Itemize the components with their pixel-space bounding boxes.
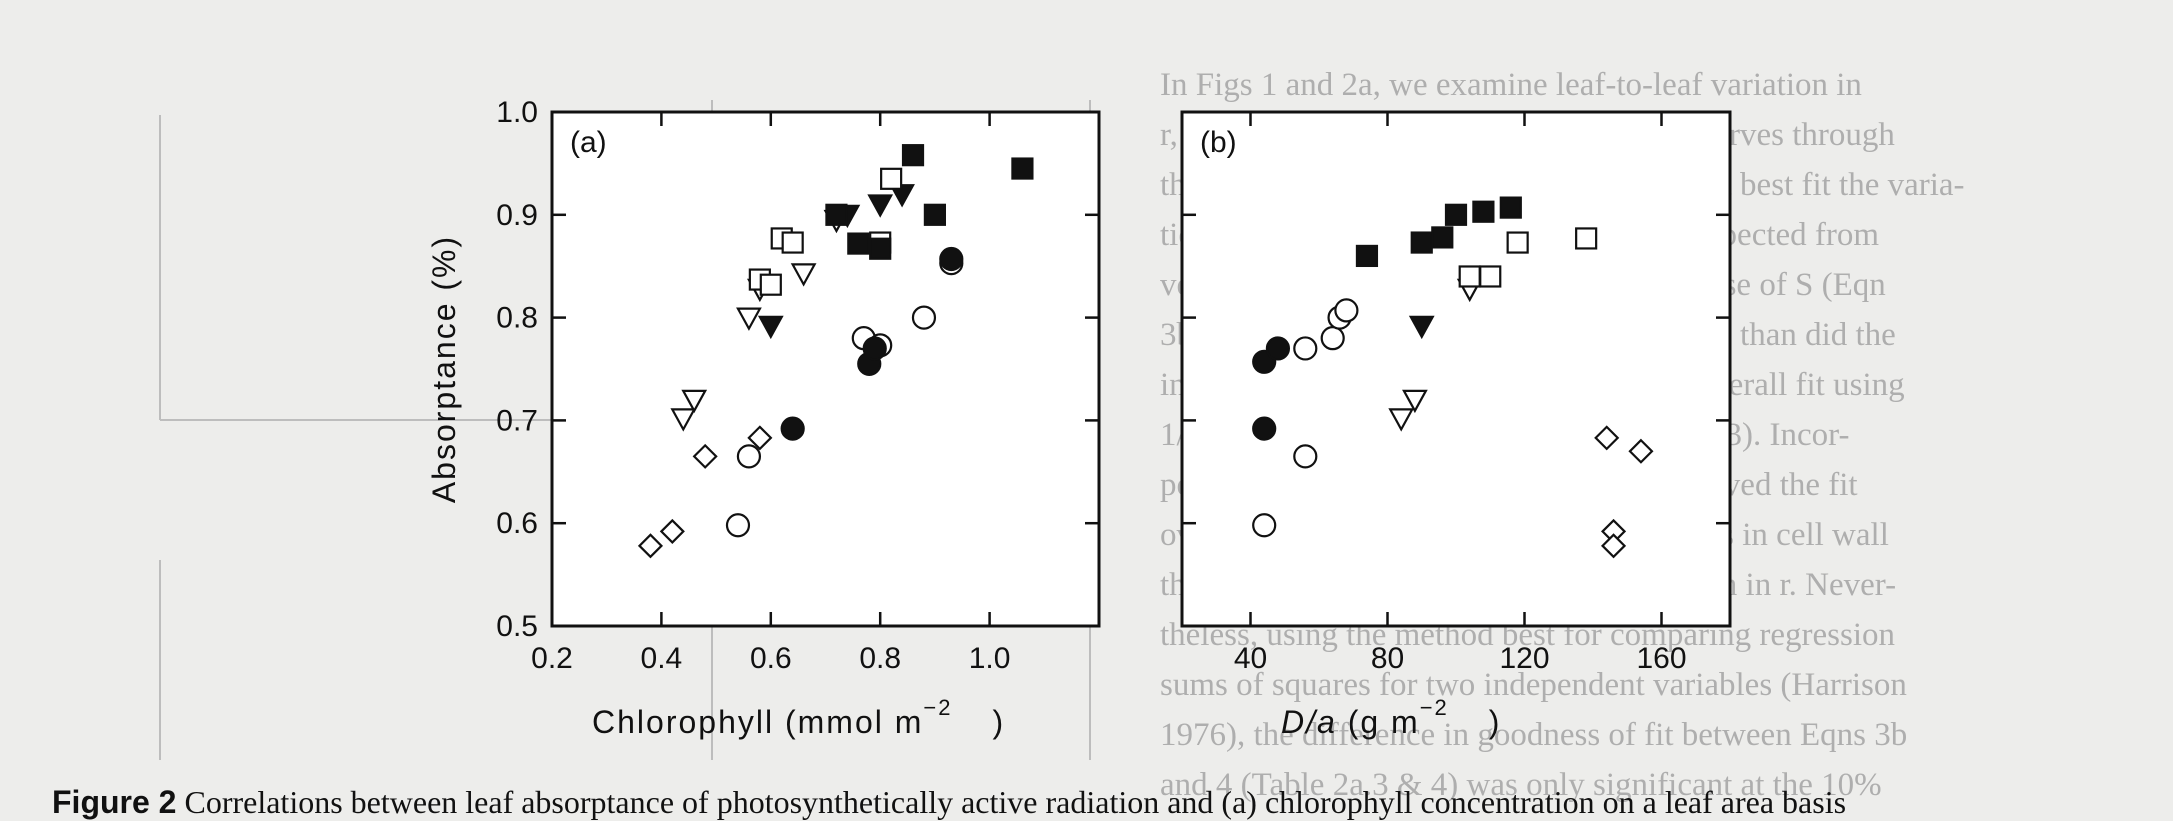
data-point-circle-open — [725, 513, 751, 538]
y-tick-label: 0.9 — [496, 199, 538, 232]
x-tick-label: 0.6 — [750, 642, 792, 675]
x-tick-label: 120 — [1499, 642, 1549, 675]
data-point-triangle-open — [670, 408, 697, 432]
y-tick-label: 0.7 — [496, 404, 538, 437]
data-point-triangle-filled — [1408, 315, 1435, 340]
data-point-diamond-open — [692, 443, 718, 469]
data-point-circle-open — [736, 444, 762, 469]
y-axis-title: Absorptance (%) — [426, 235, 462, 503]
data-point-square-open — [880, 167, 903, 190]
data-point-circle-filled — [1252, 416, 1277, 441]
data-point-square-filled — [1472, 200, 1495, 223]
data-point-circle-filled — [939, 246, 964, 272]
x-axis-title-a-sup: −2 — [923, 695, 952, 720]
data-point-square-open — [1506, 231, 1529, 254]
data-point-triangle-filled — [867, 194, 894, 218]
data-point-square-filled — [869, 237, 892, 260]
background-text-line: In Figs 1 and 2a, we examine leaf-to-lea… — [1160, 67, 1862, 103]
figure-caption: Figure 2 Correlations between leaf absor… — [52, 784, 2152, 821]
data-point-circle-filled — [1265, 336, 1291, 361]
x-tick-label: 0.8 — [859, 642, 901, 675]
data-point-square-open — [759, 273, 782, 296]
data-point-triangle-open — [1388, 408, 1415, 432]
panel-b-label: (b) — [1200, 126, 1237, 159]
data-point-square-filled — [901, 144, 925, 167]
background-text-line: sums of squares for two independent vari… — [1160, 667, 1907, 703]
data-point-circle-open — [911, 305, 937, 330]
data-point-square-filled — [825, 203, 848, 226]
data-point-square-filled — [1431, 226, 1454, 249]
x-tick-label: 1.0 — [969, 642, 1011, 675]
y-tick-label: 0.8 — [496, 302, 538, 335]
x-axis-title-b-sup: −2 — [1420, 695, 1449, 720]
data-point-square-filled — [923, 203, 947, 226]
y-tick-label: 0.6 — [496, 507, 538, 540]
background-text-line: 1976), the difference in goodness of fit… — [1160, 717, 1908, 753]
data-point-circle-open — [1293, 336, 1318, 361]
caption-label: Figure 2 — [52, 784, 177, 820]
x-axis-title-b: D/a (g m−2) — [1281, 695, 1501, 740]
data-point-square-filled — [1011, 157, 1034, 180]
panel-a: 0.5 0.6 0.7 0.8 0.9 1.0 0.2 0.4 0.6 0.8 1.0 — [496, 96, 1099, 675]
x-axis-title-a: Chlorophyll (mmol m−2) — [592, 695, 1005, 740]
data-point-square-open — [1479, 265, 1502, 288]
data-point-square-filled — [1410, 231, 1433, 254]
data-point-circle-filled — [862, 336, 887, 361]
data-point-circle-open — [1320, 326, 1345, 351]
data-point-circle-filled — [780, 416, 805, 441]
data-point-diamond-open — [1628, 438, 1654, 464]
data-point-square-filled — [1499, 196, 1522, 219]
caption-text: Correlations between leaf absorptance of… — [184, 784, 1847, 820]
data-point-square-filled — [1444, 203, 1468, 226]
data-point-triangle-open — [790, 263, 817, 287]
panel-b: 40 80 120 160 — [1182, 110, 1730, 675]
data-point-circle-open — [1334, 298, 1359, 323]
x-axis-title-a-end: ) — [992, 704, 1005, 740]
panel-a-frame — [550, 110, 1101, 628]
x-axis-title-b-main: D/a — [1281, 704, 1337, 740]
x-tick-label: 40 — [1234, 642, 1267, 675]
background-text-line: and 4 (Table 2a.3 & 4) was only signific… — [1160, 767, 1882, 803]
y-tick-label: 0.5 — [496, 610, 538, 643]
data-point-triangle-open — [1402, 389, 1428, 414]
x-axis-title-b-end: ) — [1489, 704, 1502, 740]
data-point-square-open — [781, 231, 804, 254]
data-point-circle-open — [1293, 444, 1318, 469]
x-tick-label: 0.2 — [531, 642, 573, 675]
data-point-diamond-open — [1600, 533, 1627, 559]
data-point-diamond-open — [637, 533, 664, 559]
data-point-square-filled — [847, 232, 870, 255]
x-tick-label: 0.4 — [641, 642, 683, 675]
data-point-circle-open — [1252, 513, 1277, 538]
data-point-diamond-open — [659, 518, 685, 544]
data-point-square-open — [1575, 227, 1598, 250]
panel-a-label: (a) — [570, 126, 607, 159]
x-axis-title-b-rest: (g m — [1337, 704, 1420, 740]
x-tick-label: 80 — [1371, 642, 1404, 675]
x-tick-label: 160 — [1636, 642, 1686, 675]
data-point-square-open — [1458, 265, 1481, 288]
data-point-diamond-open — [1594, 425, 1620, 451]
x-axis-title-a-main: Chlorophyll (mmol m — [592, 704, 923, 740]
y-tick-label: 1.0 — [496, 96, 538, 129]
data-point-triangle-filled — [757, 315, 784, 340]
data-point-square-filled — [1355, 244, 1379, 268]
data-point-triangle-open — [736, 307, 762, 331]
data-point-diamond-open — [747, 425, 773, 451]
data-point-triangle-open — [681, 389, 708, 414]
